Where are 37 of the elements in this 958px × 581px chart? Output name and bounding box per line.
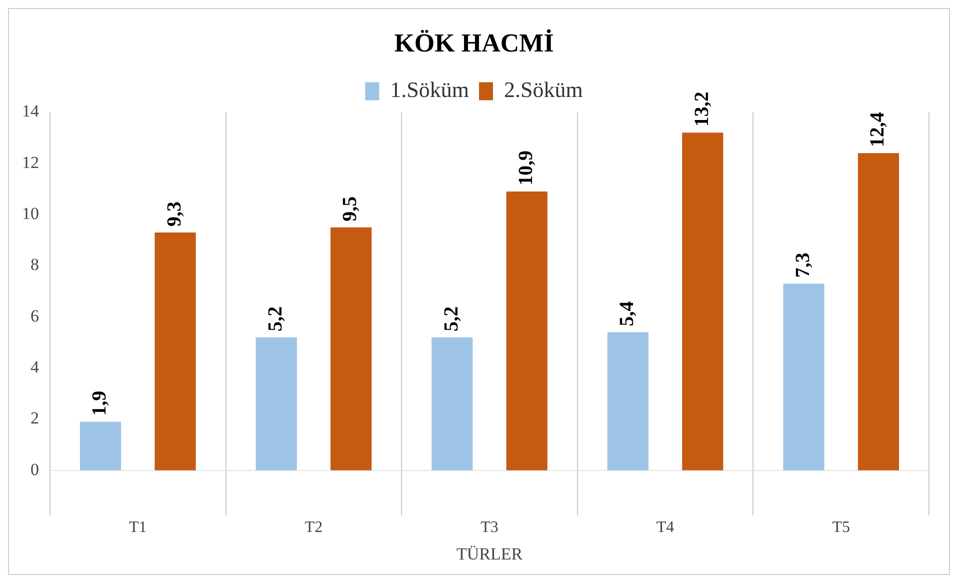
- x-tick-label: T1: [129, 519, 147, 536]
- x-axis-title: TÜRLER: [456, 544, 524, 564]
- data-label: 10,9: [515, 150, 538, 186]
- bar: [256, 337, 297, 470]
- bar: [682, 132, 724, 470]
- x-tick-label: T5: [832, 519, 850, 536]
- y-tick-label: 8: [30, 255, 39, 274]
- data-label: 13,2: [690, 92, 713, 127]
- data-label: 9,3: [163, 201, 186, 226]
- data-label: 5,2: [440, 306, 462, 332]
- data-label: 12,4: [866, 112, 889, 148]
- y-tick-label: 2: [30, 408, 39, 428]
- x-tick-label: T4: [656, 519, 674, 536]
- x-tick-label: T2: [304, 519, 323, 536]
- data-label: 7,3: [792, 252, 814, 278]
- legend-label: 1.Söküm: [390, 76, 470, 102]
- y-tick-label: 6: [30, 306, 39, 326]
- y-tick-label: 4: [30, 358, 40, 377]
- data-label: 5,4: [616, 301, 638, 326]
- y-tick-label: 14: [22, 102, 40, 121]
- y-tick-label: 10: [22, 204, 39, 224]
- bar: [330, 227, 372, 470]
- bar: [506, 192, 548, 470]
- chart-title: KÖK HACMİ: [394, 28, 554, 58]
- data-label: 9,5: [339, 196, 362, 222]
- bar: [607, 332, 648, 470]
- y-tick-label: 0: [30, 460, 39, 479]
- bar: [858, 153, 900, 470]
- bar: [80, 422, 122, 470]
- data-label: 5,2: [264, 306, 287, 332]
- bar: [432, 337, 473, 470]
- legend-label: 2.Söküm: [504, 76, 583, 102]
- bar: [783, 284, 824, 470]
- bar: [154, 232, 196, 470]
- data-label: 1,9: [88, 390, 111, 416]
- x-tick-label: T3: [480, 519, 498, 536]
- y-tick-label: 12: [22, 152, 39, 172]
